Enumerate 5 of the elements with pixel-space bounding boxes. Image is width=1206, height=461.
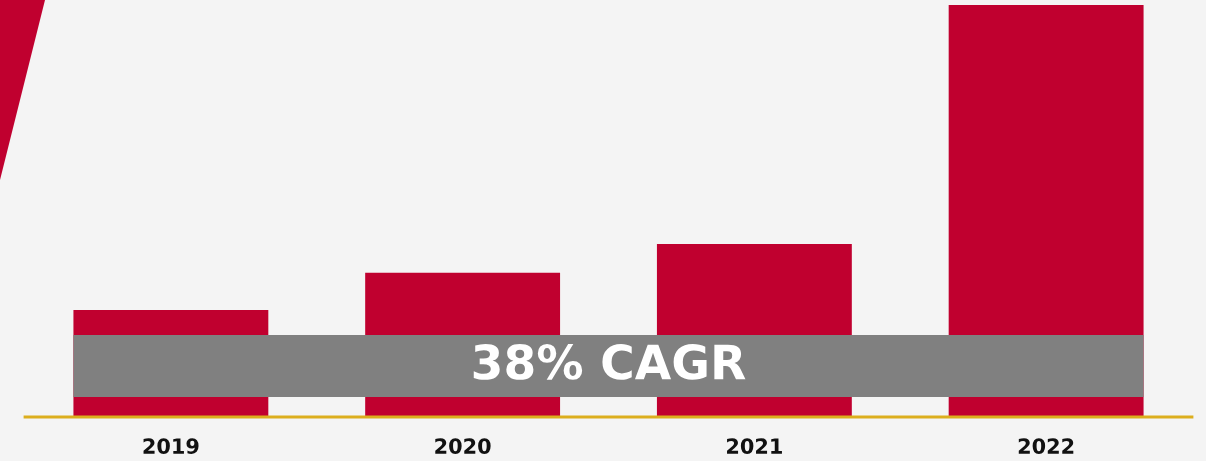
x-tick-label: 2021 xyxy=(727,438,782,454)
x-tick-label: 2019 xyxy=(143,438,199,454)
x-tick-label: 2020 xyxy=(435,438,491,454)
annotation: 38% CAGR xyxy=(473,344,746,380)
x-tick-label: 2022 xyxy=(1018,438,1074,454)
